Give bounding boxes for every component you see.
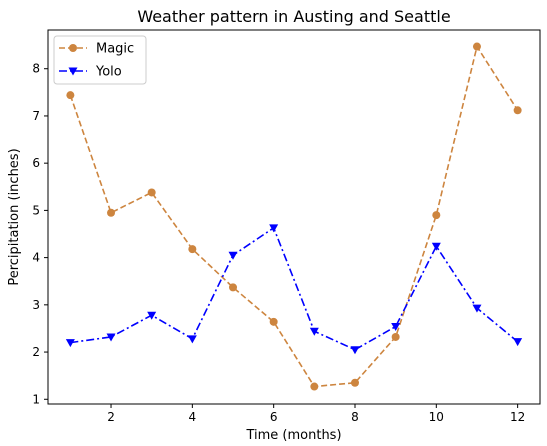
data-point-yolo (391, 323, 401, 332)
data-point-magic (472, 42, 481, 51)
x-tick-label: 2 (107, 410, 115, 424)
x-tick-label: 8 (351, 410, 359, 424)
y-tick-label: 4 (32, 251, 40, 265)
data-point-magic (350, 378, 359, 387)
y-tick-label: 1 (32, 392, 40, 406)
y-tick-label: 7 (32, 109, 40, 123)
data-point-magic (107, 208, 116, 217)
y-axis: 1 2 3 4 5 6 7 8 (32, 62, 48, 406)
series-line-magic (69, 44, 519, 388)
data-point-yolo (309, 327, 319, 336)
data-point-yolo (228, 251, 238, 260)
data-point-yolo (106, 333, 116, 342)
data-point-magic (391, 332, 400, 341)
data-point-magic (147, 188, 156, 197)
data-point-magic (310, 382, 319, 391)
y-tick-label: 5 (32, 203, 40, 217)
data-point-magic (432, 211, 441, 220)
legend-marker-yolo (68, 67, 78, 76)
legend-label-yolo: Yolo (95, 65, 122, 80)
data-point-yolo (187, 335, 197, 344)
legend-marker-magic (69, 44, 77, 52)
x-tick-label: 12 (510, 410, 525, 424)
data-point-yolo (472, 304, 482, 313)
data-point-yolo (65, 339, 75, 348)
x-tick-label: 6 (270, 410, 278, 424)
data-point-yolo (147, 311, 157, 320)
plot-area (47, 29, 541, 405)
data-point-yolo (269, 224, 279, 233)
series-line-yolo (70, 226, 519, 351)
x-axis: 2 4 6 8 10 12 (107, 404, 525, 424)
data-point-magic (269, 317, 278, 326)
legend: Magic Yolo (53, 35, 147, 85)
y-tick-label: 3 (32, 298, 40, 312)
x-tick-label: 4 (189, 410, 197, 424)
y-tick-label: 2 (32, 345, 40, 359)
data-point-magic (229, 283, 238, 292)
y-tick-label: 6 (32, 156, 40, 170)
legend-label-magic: Magic (96, 42, 134, 57)
chart-title: Weather pattern in Austing and Seattle (137, 7, 450, 26)
data-point-yolo (513, 338, 523, 347)
data-point-yolo (431, 242, 441, 251)
x-tick-label: 10 (429, 410, 444, 424)
x-axis-label: Time (months) (245, 428, 341, 442)
data-point-yolo (350, 346, 360, 355)
y-axis-label: Percipitation (inches) (7, 148, 22, 285)
y-tick-label: 8 (32, 62, 40, 76)
data-point-magic (66, 91, 75, 100)
data-point-magic (188, 245, 197, 254)
data-point-magic (513, 106, 522, 115)
series-layer (65, 42, 523, 391)
